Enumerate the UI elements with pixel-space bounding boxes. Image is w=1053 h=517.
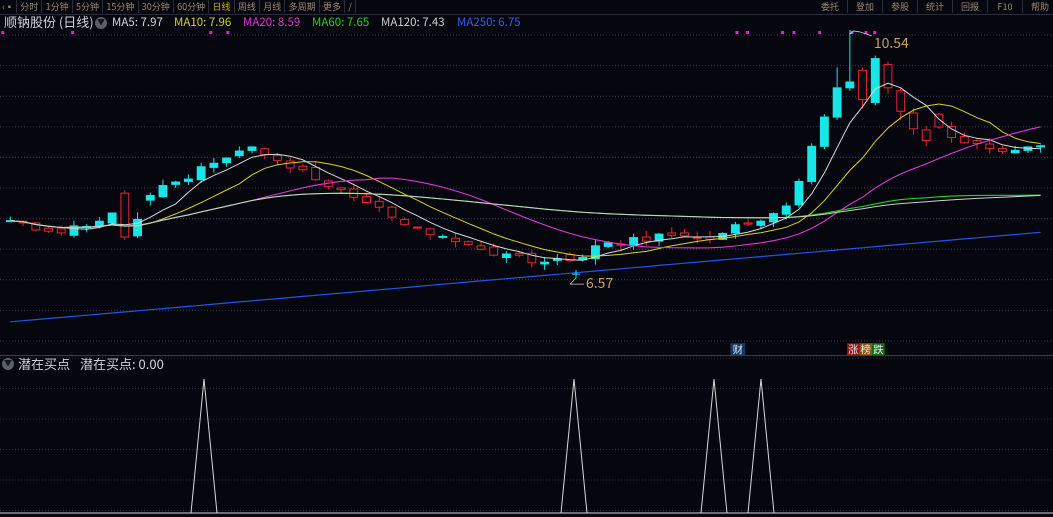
svg-text:榜: 榜 (861, 342, 872, 355)
svg-text:跌: 跌 (873, 342, 884, 355)
svg-text:6.57: 6.57 (586, 273, 613, 293)
svg-text:财: 财 (733, 342, 744, 355)
svg-text:10.54: 10.54 (874, 33, 909, 53)
svg-text:涨: 涨 (848, 342, 859, 355)
